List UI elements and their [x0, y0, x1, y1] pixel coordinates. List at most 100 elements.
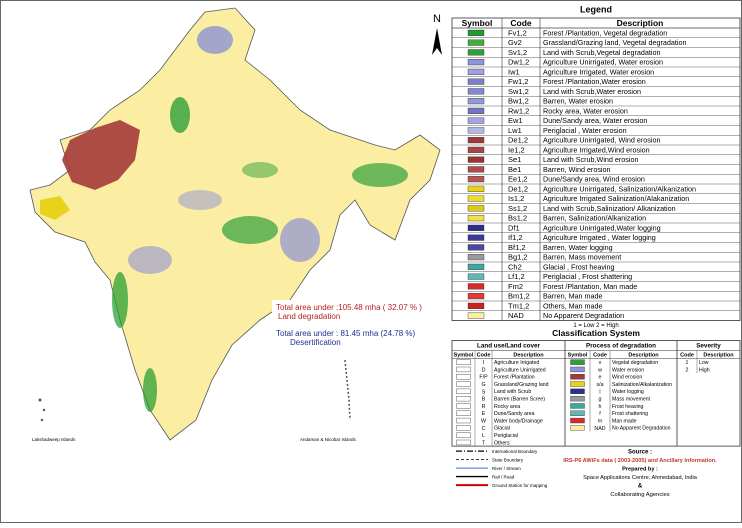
class-symbol [456, 359, 471, 365]
class-symbol [570, 381, 585, 387]
legend-code: If1,2 [508, 233, 523, 242]
legend-swatch [467, 29, 485, 36]
class-code: NAD [594, 426, 605, 432]
legend-swatch [467, 244, 485, 251]
class-description: Frost heaving [612, 404, 644, 410]
class-description: Grassland/Grazing land [494, 382, 549, 388]
legend-description: Land with Scrub,Wind erosion [543, 155, 638, 164]
island-label: Andaman & Nicobar Islands [300, 437, 357, 442]
class-symbol [456, 396, 471, 402]
legend-description: Agriculture Unirrigated,Water logging [543, 223, 661, 232]
class-code: C [482, 426, 486, 432]
legend-swatch [467, 127, 485, 134]
class-symbol [570, 396, 585, 402]
legend-description: Grassland/Grazing land, Vegetal degradat… [543, 38, 686, 47]
legend-description: Barren, Water logging [543, 243, 613, 252]
class-code: h [599, 404, 602, 410]
class-symbol [456, 366, 471, 373]
legend-swatch [467, 176, 485, 183]
legend-swatch [467, 146, 485, 153]
source-text: Collaborating Agencies [610, 492, 669, 498]
legend-swatch [467, 156, 485, 163]
legend-description: Agriculture Unirrigated, Salinization/Al… [543, 184, 696, 193]
legend-description: Agriculture Irrigated, Water erosion [543, 67, 654, 76]
legend-code: Fv1,2 [508, 28, 527, 37]
class-description: Rocky area [494, 404, 520, 410]
legend-code: Df1 [508, 223, 520, 232]
class-description: Mass movement [612, 397, 651, 403]
class-description: Forest /Plantation [494, 375, 535, 381]
legend-description: No Apparent Degradation [543, 311, 624, 320]
legend-swatch [467, 117, 485, 124]
legend-code: Sv1,2 [508, 48, 527, 57]
class-symbol [456, 417, 471, 424]
legend-swatch [467, 263, 485, 270]
legend-description: Periglacial , Water erosion [543, 126, 627, 135]
legend-description: Periglacial , Frost shattering [543, 272, 632, 281]
source-text: IRS-P6 AWiFs data ( 2003-2005) and Ancil… [563, 458, 717, 464]
class-code: G [481, 382, 485, 388]
legend-description: Agriculture Unirrigated, Water erosion [543, 58, 663, 67]
column-header: Symbol [568, 352, 588, 358]
class-symbol [456, 432, 471, 438]
class-code: m [598, 418, 603, 424]
class-symbol [570, 403, 585, 409]
legend-code: Sw1,2 [508, 87, 529, 96]
legend-code: Tm1,2 [508, 301, 529, 310]
class-description: Agriculture Irrigated [494, 360, 539, 366]
legend-swatch [467, 88, 485, 95]
legend-description: Barren, Man made [543, 292, 603, 301]
legend-swatch [467, 283, 485, 290]
classification-title: Classification System [552, 328, 640, 338]
legend-table [451, 17, 741, 321]
legend-swatch [467, 68, 485, 75]
class-symbol [570, 417, 585, 424]
legend-swatch [467, 302, 485, 309]
legend-code: NAD [508, 311, 524, 320]
legend-description: Land with Scrub,Vegetal degradation [543, 48, 660, 57]
class-description: Glacial [494, 426, 510, 432]
class-symbol [570, 366, 585, 373]
group-title: Land use/Land cover [477, 343, 541, 350]
class-code: L [482, 433, 485, 439]
legend-header: Description [617, 18, 664, 28]
legend-code: Bf1,2 [508, 243, 526, 252]
legend-code: Iw1 [508, 67, 520, 76]
class-description: Land with Scrub [494, 389, 531, 395]
legend-swatch [467, 224, 485, 231]
legend-description: Barren, Salinization/Alkanization [543, 214, 646, 223]
class-symbol [456, 410, 471, 416]
legend-description: Others, Man made [543, 301, 603, 310]
legend-description: Agriculture Irrigated,Wind erosion [543, 145, 650, 154]
legend-swatch [467, 254, 485, 261]
class-description: Man made [612, 418, 637, 424]
column-header: Code [477, 352, 491, 358]
legend-code: Rw1,2 [508, 106, 529, 115]
legend-description: Forest /Plantation, Man made [543, 282, 637, 291]
north-arrow [432, 28, 442, 55]
legend-code: Gv2 [508, 38, 522, 47]
legend-description: Barren, Mass movement [543, 253, 621, 262]
legend-code: Ew1 [508, 116, 523, 125]
class-code: s/a [596, 382, 603, 388]
area-annotation: Land degradation [278, 312, 340, 321]
legend-swatch [467, 273, 485, 280]
class-code: D [482, 367, 486, 373]
legend-code: De1,2 [508, 184, 528, 193]
legend-code: Ee1,2 [508, 175, 528, 184]
legend-code: Ie1,2 [508, 145, 525, 154]
boundary-label: Rail / Road [492, 474, 515, 479]
legend-code: Is1,2 [508, 194, 524, 203]
group-title: Process of degradation [586, 343, 656, 350]
class-code: T [482, 440, 486, 446]
source-text: Space Applications Centre, Ahmedabad, In… [583, 475, 698, 481]
legend-code: Ss1,2 [508, 204, 527, 213]
classification-table [451, 340, 741, 447]
group-title: Severity [696, 343, 721, 350]
class-code: f [599, 411, 601, 417]
legend-description: Barren, Water erosion [543, 97, 613, 106]
legend-description: Forest /Plantation,Water erosion [543, 77, 646, 86]
class-description: Low [699, 360, 709, 366]
legend-code: Dw1,2 [508, 58, 529, 67]
